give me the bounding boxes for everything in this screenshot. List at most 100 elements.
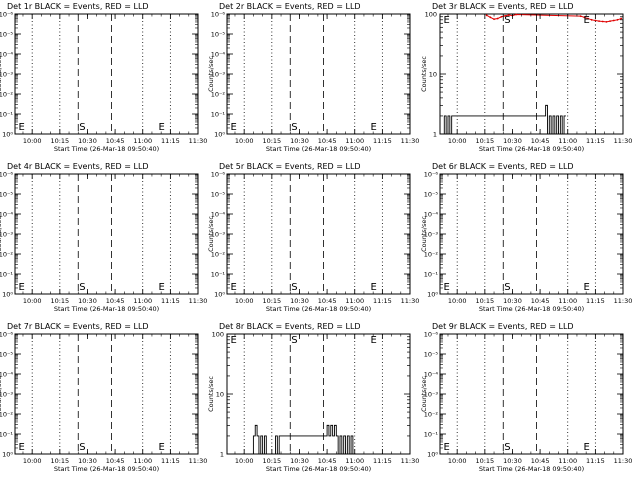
x-tick-label: 11:30 — [614, 457, 633, 465]
x-axis-label: Start Time (26-Mar-18 09:50:40) — [266, 465, 371, 473]
y-tick-label: 10⁻⁶ — [424, 331, 439, 339]
y-tick-label: 10⁻⁶ — [0, 11, 13, 19]
x-axis-label: Start Time (26-Mar-18 09:50:40) — [266, 305, 371, 313]
x-tick-label: 10:30 — [78, 457, 97, 465]
x-tick-label: 11:15 — [161, 137, 180, 145]
series-lld-point — [616, 18, 619, 21]
panel-title: Det 4r BLACK = Events, RED = LLD — [7, 162, 149, 171]
y-tick-label: 10⁻³ — [0, 391, 13, 399]
marker-s-label: S — [504, 15, 510, 26]
y-tick-label: 10 — [429, 71, 437, 79]
x-tick-label: 11:15 — [161, 297, 180, 305]
y-tick-label: 10⁰ — [2, 451, 13, 459]
series-lld-point — [507, 14, 510, 16]
x-tick-label: 10:00 — [23, 297, 42, 305]
series-lld-point — [612, 19, 615, 22]
x-tick-label: 11:15 — [586, 137, 605, 145]
y-tick-label: 10⁻⁶ — [211, 11, 226, 19]
marker-e-label: E — [443, 442, 449, 453]
series-lld-point — [500, 15, 503, 18]
y-tick-label: 10⁻³ — [424, 231, 439, 239]
panel-title: Det 9r BLACK = Events, RED = LLD — [432, 322, 574, 331]
y-tick-label: 10⁻⁵ — [0, 351, 13, 359]
x-tick-label: 10:15 — [50, 297, 69, 305]
marker-e-label: E — [370, 282, 376, 293]
series-lld-point — [504, 14, 506, 17]
y-tick-label: 10⁻⁴ — [211, 211, 226, 219]
y-tick-label: 10⁻² — [424, 411, 439, 419]
panel-3: Det 3r BLACK = Events, RED = LLD 1 10 100 10… — [420, 2, 632, 153]
series-lld-point — [485, 14, 488, 17]
series-lld-point — [605, 20, 608, 23]
x-tick-label: 11:00 — [133, 457, 152, 465]
y-tick-label: 10⁻¹ — [424, 431, 439, 439]
series-lld-point — [594, 19, 597, 22]
x-tick-label: 11:30 — [401, 137, 420, 145]
y-tick-label: 10⁻⁶ — [0, 331, 13, 339]
x-axis-label: Start Time (26-Mar-18 09:50:40) — [54, 145, 159, 153]
x-tick-label: 10:15 — [475, 297, 494, 305]
y-tick-label: 10⁻⁶ — [0, 171, 13, 179]
x-tick-label: 11:00 — [345, 297, 364, 305]
marker-e-label: E — [18, 442, 24, 453]
x-axis-label: Start Time (26-Mar-18 09:50:40) — [54, 465, 159, 473]
x-tick-label: 11:00 — [558, 297, 577, 305]
x-tick-label: 10:30 — [503, 457, 522, 465]
y-tick-label: 10⁻⁵ — [0, 31, 13, 39]
y-tick-label: 10⁻² — [211, 91, 226, 99]
panel-title: Det 6r BLACK = Events, RED = LLD — [432, 162, 574, 171]
series-lld-point — [579, 15, 582, 18]
marker-e-label: E — [370, 122, 376, 133]
panel-title: Det 8r BLACK = Events, RED = LLD — [219, 322, 361, 331]
marker-s-label: S — [291, 122, 297, 133]
series-lld-point — [583, 16, 586, 19]
x-axis-label: Start Time (26-Mar-18 09:50:40) — [266, 145, 371, 153]
x-tick-label: 10:15 — [475, 457, 494, 465]
x-tick-label: 11:00 — [133, 137, 152, 145]
y-axis-label: Counts/sec — [0, 216, 3, 252]
x-tick-label: 11:00 — [345, 457, 364, 465]
panel-6: Det 6r BLACK = Events, RED = LLD 10⁰ 10⁻¹ 1… — [420, 162, 632, 313]
y-tick-label: 10⁻⁵ — [0, 191, 13, 199]
y-tick-label: 100 — [425, 11, 437, 19]
x-tick-label: 10:45 — [531, 297, 550, 305]
panel-9: Det 9r BLACK = Events, RED = LLD 10⁰ 10⁻¹ 1… — [420, 322, 632, 473]
y-tick-label: 10⁻¹ — [0, 271, 13, 279]
x-tick-label: 10:15 — [50, 137, 69, 145]
marker-s-label: S — [79, 442, 85, 453]
y-tick-label: 10⁻⁴ — [424, 211, 439, 219]
x-tick-label: 10:15 — [475, 137, 494, 145]
x-tick-label: 10:00 — [235, 137, 254, 145]
x-tick-label: 11:00 — [133, 297, 152, 305]
series-lld-point — [493, 18, 495, 21]
x-tick-label: 11:30 — [401, 457, 420, 465]
series-lld-point — [620, 17, 623, 20]
marker-e-label: E — [230, 122, 236, 133]
y-tick-label: 10⁻² — [0, 411, 13, 419]
x-tick-label: 11:30 — [189, 137, 208, 145]
panel-title: Det 2r BLACK = Events, RED = LLD — [219, 2, 361, 11]
x-axis-label: Start Time (26-Mar-18 09:50:40) — [54, 305, 159, 313]
x-tick-label: 10:30 — [503, 137, 522, 145]
y-axis-label: Counts/sec — [207, 376, 215, 412]
x-tick-label: 11:15 — [586, 297, 605, 305]
series-lld-point — [587, 17, 589, 20]
y-tick-label: 10⁻⁴ — [211, 51, 226, 59]
x-tick-label: 11:15 — [161, 457, 180, 465]
y-tick-label: 10⁻⁴ — [0, 371, 13, 379]
y-tick-label: 10⁻¹ — [211, 271, 226, 279]
y-tick-label: 10⁻¹ — [211, 111, 226, 119]
series-lld-point — [496, 17, 499, 20]
marker-e-label: E — [230, 335, 236, 346]
y-tick-label: 10⁻³ — [211, 231, 226, 239]
x-tick-label: 10:45 — [531, 137, 550, 145]
x-tick-label: 11:15 — [586, 457, 605, 465]
panel-title: Det 3r BLACK = Events, RED = LLD — [432, 2, 574, 11]
y-tick-label: 10⁻² — [0, 251, 13, 259]
x-tick-label: 10:00 — [23, 457, 42, 465]
y-axis-label: Counts/sec — [0, 56, 3, 92]
series-events-line — [252, 424, 355, 455]
x-tick-label: 11:30 — [189, 457, 208, 465]
marker-s-label: S — [291, 335, 297, 346]
